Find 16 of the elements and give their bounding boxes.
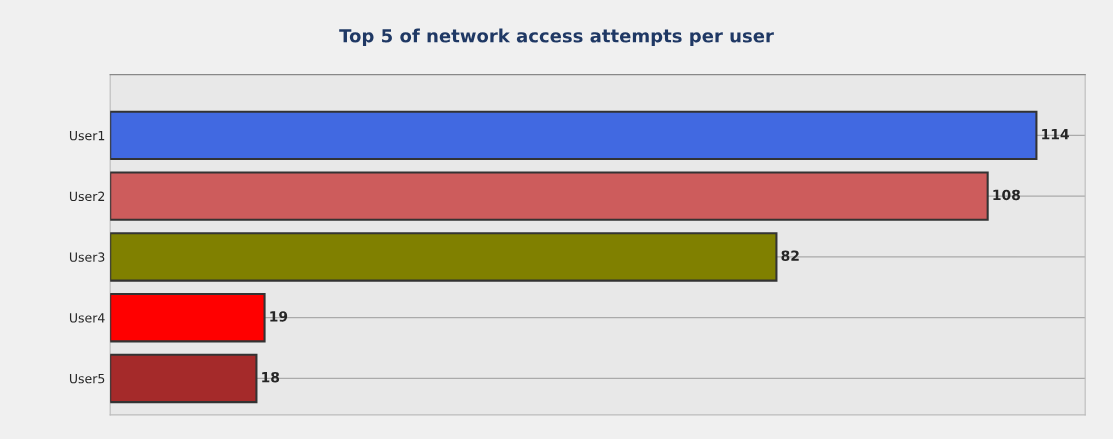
- y-tick-label: User3: [69, 252, 105, 262]
- bar: [110, 292, 266, 343]
- data-label: 82: [781, 250, 799, 261]
- bar: [110, 232, 778, 282]
- data-label: 108: [993, 189, 1020, 201]
- bar: [110, 171, 989, 221]
- data-label: 114: [1042, 129, 1069, 140]
- bar: [110, 110, 1038, 161]
- bar: [110, 353, 258, 404]
- y-tick-label: User4: [69, 313, 105, 323]
- y-tick-label: User1: [69, 131, 105, 141]
- data-label: 19: [270, 311, 288, 322]
- y-tick-label: User5: [69, 374, 105, 384]
- y-tick-label: User2: [69, 191, 105, 202]
- chart-title: Top 5 of network access attempts per user: [339, 28, 774, 47]
- data-label: 18: [262, 371, 280, 383]
